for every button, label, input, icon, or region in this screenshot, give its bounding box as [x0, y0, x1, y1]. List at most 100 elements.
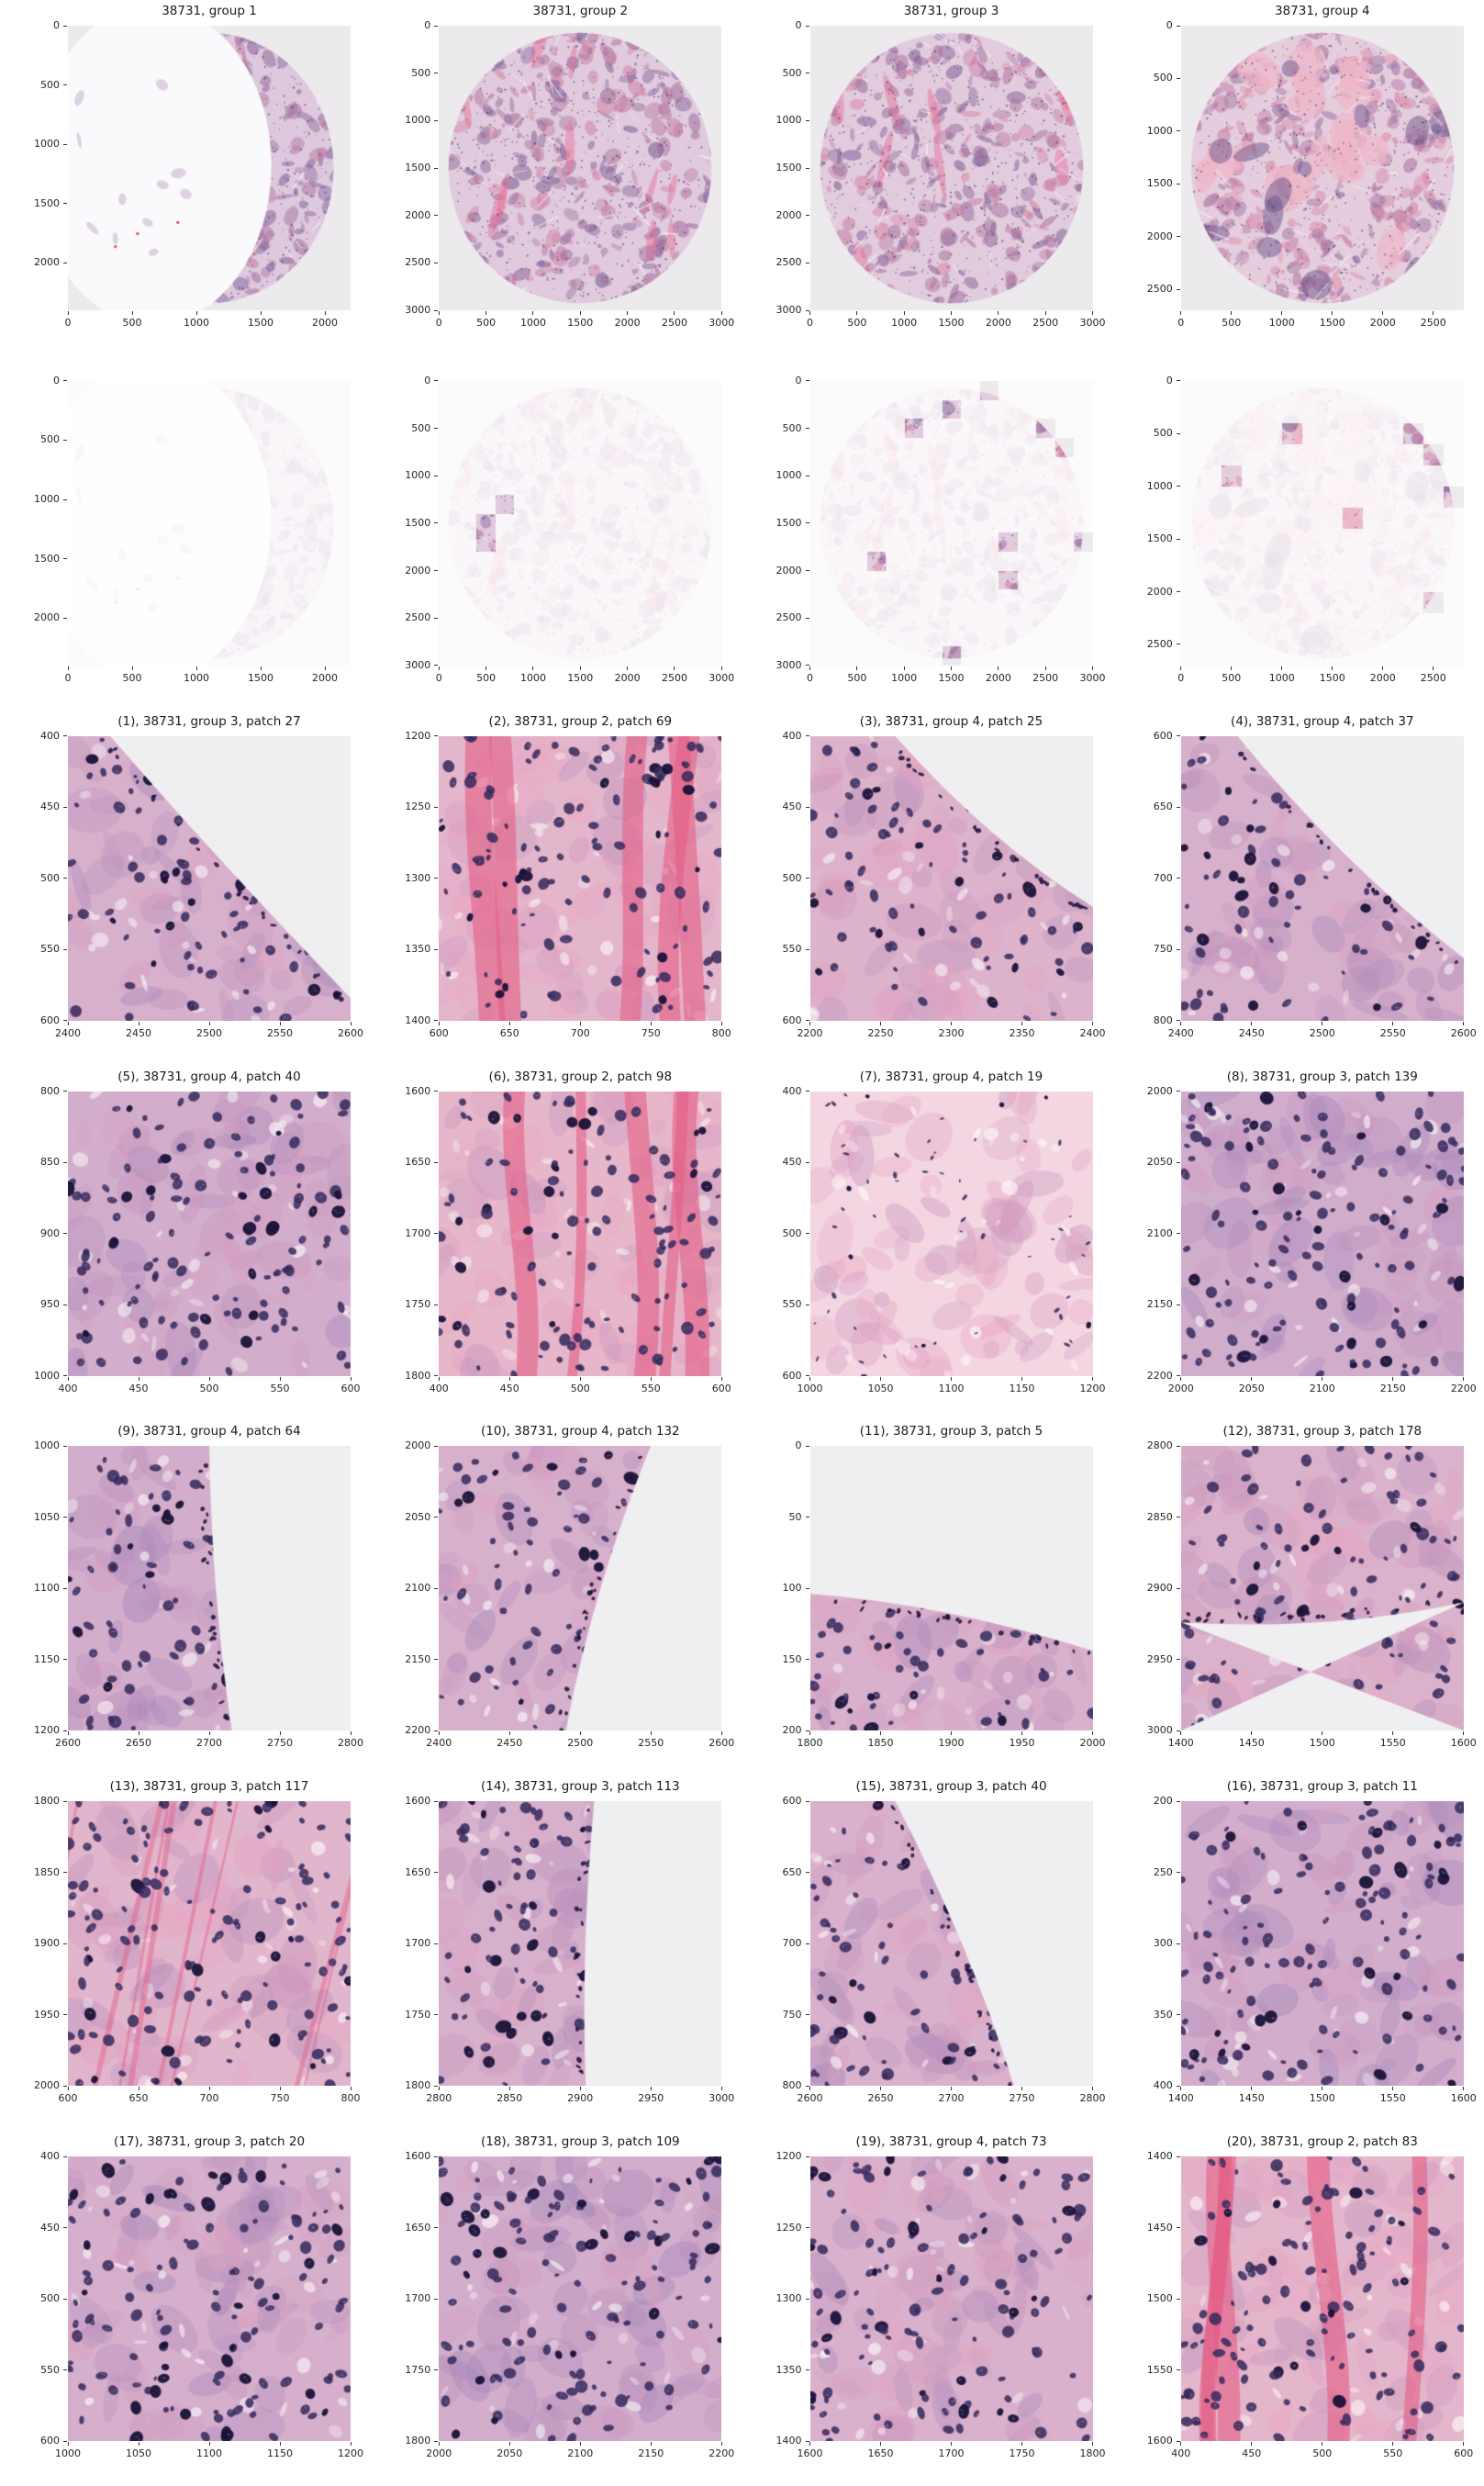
x-tick-label: 1500 — [567, 317, 594, 329]
y-tickmark — [805, 309, 809, 311]
x-tick-label: 2200 — [709, 2447, 735, 2460]
y-tickmark — [1176, 2369, 1180, 2371]
x-tickmark — [438, 1376, 440, 1381]
y-tickmark — [805, 2014, 809, 2016]
x-tick-label: 2700 — [938, 2092, 965, 2105]
x-tick-label: 2850 — [497, 2092, 523, 2105]
x-tickmark — [1092, 1376, 1093, 1381]
x-tickmark — [951, 2442, 952, 2447]
y-tickmark — [1176, 1872, 1180, 1874]
y-tickmark — [63, 25, 67, 27]
x-tick-label: 2000 — [614, 671, 641, 684]
x-tickmark — [438, 1021, 440, 1025]
y-tickmark — [434, 878, 439, 879]
y-tick-label: 500 — [1153, 72, 1173, 84]
x-tick-label: 1600 — [1450, 1737, 1477, 1750]
x-tickmark — [650, 1021, 652, 1025]
patch-plot-2-group-2-patch-69: (2), 38731, group 2, patch 69 1200 1250 130… — [405, 714, 731, 1039]
y-tickmark — [63, 380, 67, 382]
x-tick-label: 2800 — [338, 1737, 363, 1750]
x-tick-label: 1900 — [938, 1737, 965, 1750]
y-tick-label: 1300 — [775, 2292, 802, 2305]
y-tick-label: 1500 — [405, 516, 431, 529]
y-tick-label: 1900 — [34, 1937, 60, 1950]
y-tickmark — [805, 25, 809, 27]
x-tick-label: 1400 — [1167, 1737, 1194, 1750]
x-tickmark — [1021, 2087, 1022, 2091]
y-tick-label: 650 — [1153, 801, 1173, 813]
x-tick-label: 600 — [1454, 2447, 1474, 2460]
y-tickmark — [63, 948, 67, 950]
subplot-title: (14), 38731, group 3, patch 113 — [480, 1779, 680, 1795]
patch-plot-13-group-3-patch-117: (13), 38731, group 3, patch 117 1800 1850 1… — [34, 1779, 361, 2104]
y-tickmark — [1176, 1161, 1180, 1163]
x-tickmark — [674, 666, 675, 670]
x-tickmark — [1392, 2442, 1394, 2447]
y-tickmark — [1176, 2440, 1180, 2442]
x-tick-label: 2100 — [567, 2447, 594, 2460]
y-tickmark — [1176, 1375, 1180, 1377]
x-tickmark — [880, 1376, 881, 1381]
y-tick-label: 500 — [782, 871, 802, 884]
y-tickmark — [1176, 183, 1180, 185]
x-tick-label: 500 — [122, 671, 142, 684]
y-tick-label: 3000 — [775, 304, 802, 316]
x-tickmark — [1092, 2087, 1093, 2091]
patch-plot-6-group-2-patch-98: (6), 38731, group 2, patch 98 1600 1650 170… — [405, 1069, 731, 1394]
x-tick-label: 1550 — [1379, 2092, 1406, 2105]
y-tick-label: 1950 — [34, 2008, 60, 2021]
y-tickmark — [805, 2156, 809, 2157]
x-tick-label: 2000 — [1167, 1382, 1194, 1394]
y-tickmark — [63, 735, 67, 737]
y-tickmark — [1176, 1800, 1180, 1802]
x-tick-label: 1500 — [1309, 1737, 1335, 1750]
y-tick-label: 450 — [40, 2221, 60, 2234]
x-tickmark — [809, 666, 810, 670]
x-tick-label: 2650 — [867, 2092, 894, 2105]
y-tick-label: 1000 — [1146, 479, 1173, 492]
y-tickmark — [63, 878, 67, 879]
x-tickmark — [438, 2087, 440, 2091]
patch-image-10 — [439, 1446, 722, 1731]
y-tick-label: 900 — [40, 1226, 60, 1239]
x-tick-label: 1500 — [567, 671, 594, 684]
y-tick-label: 1500 — [1146, 532, 1173, 545]
subplot-title: (9), 38731, group 4, patch 64 — [117, 1424, 301, 1439]
x-tickmark — [1392, 1021, 1394, 1025]
x-tickmark — [1092, 1731, 1093, 1736]
y-tickmark — [1176, 735, 1180, 737]
y-tick-label: 1800 — [405, 2079, 431, 2092]
y-tickmark — [1176, 878, 1180, 879]
x-tickmark — [579, 666, 581, 670]
y-tick-label: 800 — [40, 1084, 60, 1097]
y-tick-label: 0 — [795, 374, 802, 386]
x-tick-label: 600 — [429, 1026, 449, 1039]
y-tickmark — [1176, 236, 1180, 238]
y-tick-label: 2150 — [405, 1652, 431, 1665]
y-tick-label: 2000 — [1146, 1084, 1173, 1097]
x-tick-label: 0 — [807, 317, 813, 329]
x-tickmark — [1251, 2442, 1253, 2447]
y-tickmark — [805, 428, 809, 430]
x-tickmark — [1463, 1021, 1465, 1025]
x-tickmark — [508, 2442, 510, 2447]
y-tick-label: 1600 — [405, 2150, 431, 2163]
y-tickmark — [63, 2440, 67, 2442]
x-tick-label: 1450 — [1238, 1737, 1265, 1750]
x-tick-label: 1000 — [519, 317, 546, 329]
y-tick-label: 500 — [40, 2292, 60, 2305]
y-tickmark — [805, 119, 809, 121]
subplot-title: (19), 38731, group 4, patch 73 — [855, 2134, 1047, 2150]
y-tickmark — [805, 1445, 809, 1447]
y-tick-label: 2500 — [775, 611, 802, 624]
y-tick-label: 550 — [40, 2363, 60, 2376]
x-tickmark — [485, 311, 487, 315]
y-tick-label: 1000 — [405, 469, 431, 482]
y-tick-label: 1000 — [34, 1369, 60, 1382]
x-tick-label: 1550 — [1379, 1737, 1406, 1750]
x-tick-label: 2400 — [426, 1737, 452, 1750]
y-tickmark — [434, 428, 439, 430]
x-tickmark — [809, 1376, 810, 1381]
y-tick-label: 3000 — [1146, 1724, 1173, 1737]
y-tick-label: 2000 — [405, 564, 431, 577]
